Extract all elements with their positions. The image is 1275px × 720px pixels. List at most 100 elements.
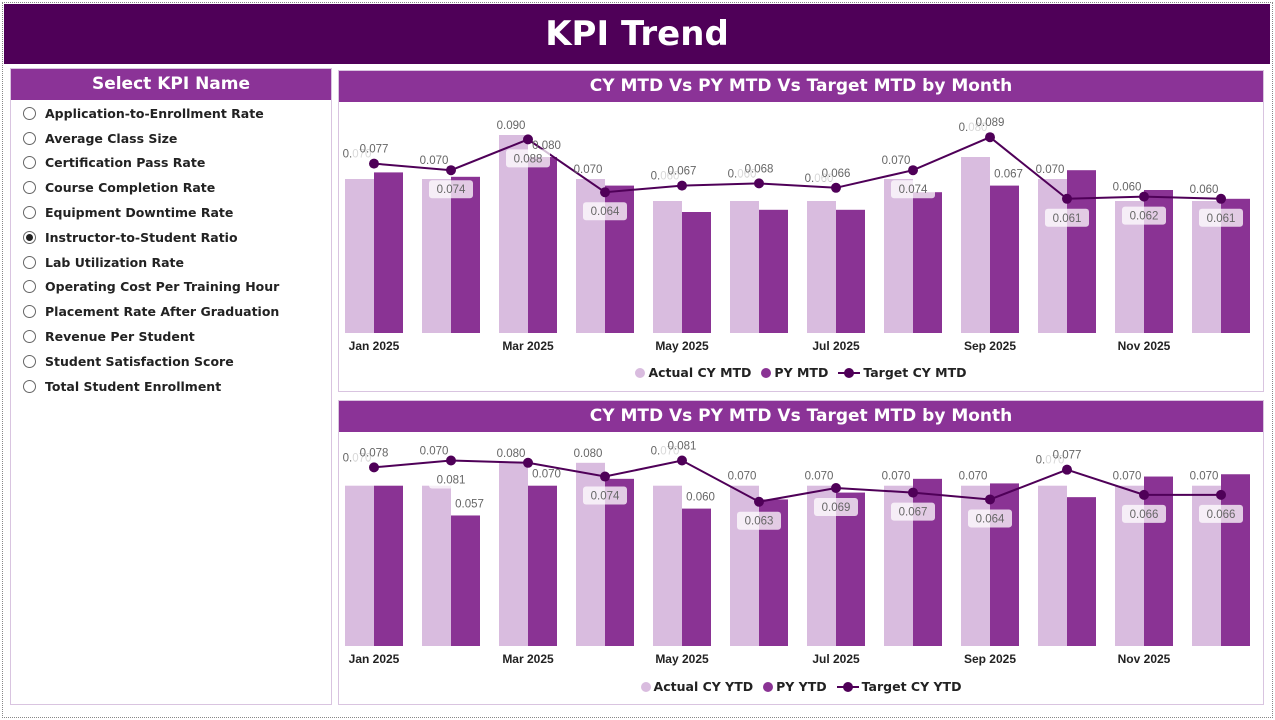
kpi-option[interactable]: Lab Utilization Rate (11, 250, 331, 275)
actual-bar (807, 201, 836, 333)
radio-button-icon[interactable] (23, 354, 36, 368)
legend-target[interactable]: Target CY YTD (836, 679, 962, 694)
target-line (373, 136, 1222, 200)
target-marker (369, 462, 379, 473)
legend-actual[interactable]: Actual CY MTD (635, 365, 751, 380)
radio-button-icon[interactable] (23, 280, 36, 294)
target-data-label: 0.074 (899, 184, 928, 196)
target-label-box (429, 180, 473, 199)
target-marker (677, 180, 687, 191)
target-marker (754, 178, 764, 189)
kpi-option-label: Instructor-to-Student Ratio (45, 229, 238, 245)
kpi-option-label: Operating Cost Per Training Hour (45, 279, 280, 295)
kpi-slicer: Select KPI Name Application-to-Enrollmen… (10, 68, 332, 705)
target-label-box (968, 113, 1012, 132)
legend-target[interactable]: Target CY MTD (838, 365, 967, 380)
target-data-label: 0.077 (1053, 450, 1082, 462)
legend-label: Actual CY YTD (653, 679, 754, 694)
kpi-option[interactable]: Student Satisfaction Score (11, 349, 331, 374)
radio-button-icon[interactable] (23, 379, 36, 393)
kpi-option[interactable]: Average Class Size (11, 126, 331, 151)
target-line-icon (836, 681, 859, 692)
target-marker (1062, 464, 1072, 475)
py-bar (836, 492, 865, 646)
x-tick-label: Sep 2025 (964, 652, 1016, 666)
target-marker (908, 165, 918, 176)
target-data-label: 0.066 (822, 168, 851, 180)
target-marker (1139, 489, 1149, 500)
kpi-option[interactable]: Instructor-to-Student Ratio (11, 225, 331, 250)
target-label-box (1045, 445, 1089, 464)
radio-button-icon[interactable] (23, 156, 36, 170)
radio-button-icon[interactable] (23, 206, 36, 220)
legend-label: Target CY YTD (861, 679, 962, 694)
target-marker (985, 132, 995, 143)
actual-bar (1038, 485, 1067, 646)
py-bar (913, 192, 942, 333)
x-tick-label: Jan 2025 (349, 652, 400, 666)
py-data-label: 0.057 (455, 498, 484, 510)
legend-py[interactable]: PY YTD (763, 679, 827, 694)
target-label-box (660, 161, 704, 180)
kpi-option-label: Course Completion Rate (45, 180, 216, 196)
py-bar (682, 212, 711, 333)
slicer-title: Select KPI Name (11, 69, 331, 100)
radio-button-icon[interactable] (23, 230, 36, 244)
target-label-box (737, 511, 781, 530)
kpi-option-label: Equipment Downtime Rate (45, 205, 234, 221)
target-data-label: 0.064 (976, 513, 1005, 525)
kpi-option[interactable]: Course Completion Rate (11, 175, 331, 200)
actual-bar (345, 485, 374, 646)
actual-data-label: 0.070 (882, 471, 911, 483)
radio-button-icon[interactable] (23, 255, 36, 269)
actual-data-label: 0.070 (1036, 164, 1065, 176)
target-marker (985, 494, 995, 505)
target-data-label: 0.068 (745, 163, 774, 175)
py-bar (451, 176, 480, 333)
actual-bar (884, 179, 913, 333)
kpi-option[interactable]: Certification Pass Rate (11, 151, 331, 176)
target-label-box (429, 470, 473, 489)
target-data-label: 0.078 (360, 447, 389, 459)
target-label-box (1122, 206, 1166, 225)
target-label-box (352, 443, 396, 462)
kpi-option[interactable]: Application-to-Enrollment Rate (11, 101, 331, 126)
target-data-label: 0.061 (1207, 213, 1236, 225)
radio-button-icon[interactable] (23, 106, 36, 120)
actual-bar (730, 201, 759, 333)
target-label-box (1122, 504, 1166, 523)
py-bar (682, 508, 711, 646)
mtd-chart-panel: CY MTD Vs PY MTD Vs Target MTD by Month … (338, 70, 1264, 392)
radio-button-icon[interactable] (23, 305, 36, 319)
py-data-label: 0.070 (532, 469, 561, 481)
radio-button-icon[interactable] (23, 181, 36, 195)
target-marker (600, 187, 610, 198)
kpi-option[interactable]: Operating Cost Per Training Hour (11, 275, 331, 300)
actual-bar (653, 485, 682, 646)
actual-bar (422, 485, 451, 646)
kpi-option-label: Certification Pass Rate (45, 155, 206, 171)
target-data-label: 0.088 (514, 153, 543, 165)
actual-bar (1038, 179, 1067, 333)
actual-bar (345, 179, 374, 333)
kpi-option[interactable]: Revenue Per Student (11, 324, 331, 349)
py-bar (1067, 170, 1096, 333)
target-marker (523, 134, 533, 145)
target-label-box (1199, 208, 1243, 227)
actual-data-label: 0.080 (574, 448, 603, 460)
kpi-option[interactable]: Total Student Enrollment (11, 374, 331, 399)
target-label-box (506, 149, 550, 168)
actual-dot-icon (635, 367, 646, 378)
kpi-option[interactable]: Placement Rate After Graduation (11, 299, 331, 324)
mtd-chart-title: CY MTD Vs PY MTD Vs Target MTD by Month (339, 71, 1263, 102)
radio-button-icon[interactable] (23, 131, 36, 145)
radio-button-icon[interactable] (23, 330, 36, 344)
legend-actual[interactable]: Actual CY YTD (640, 679, 754, 694)
kpi-option[interactable]: Equipment Downtime Rate (11, 200, 331, 225)
legend-label: PY YTD (776, 679, 827, 694)
target-line (373, 459, 1221, 503)
actual-data-label: 0.090 (497, 120, 526, 132)
legend-py[interactable]: PY MTD (761, 365, 828, 380)
kpi-option-label: Placement Rate After Graduation (45, 304, 280, 320)
actual-bar (499, 462, 528, 646)
